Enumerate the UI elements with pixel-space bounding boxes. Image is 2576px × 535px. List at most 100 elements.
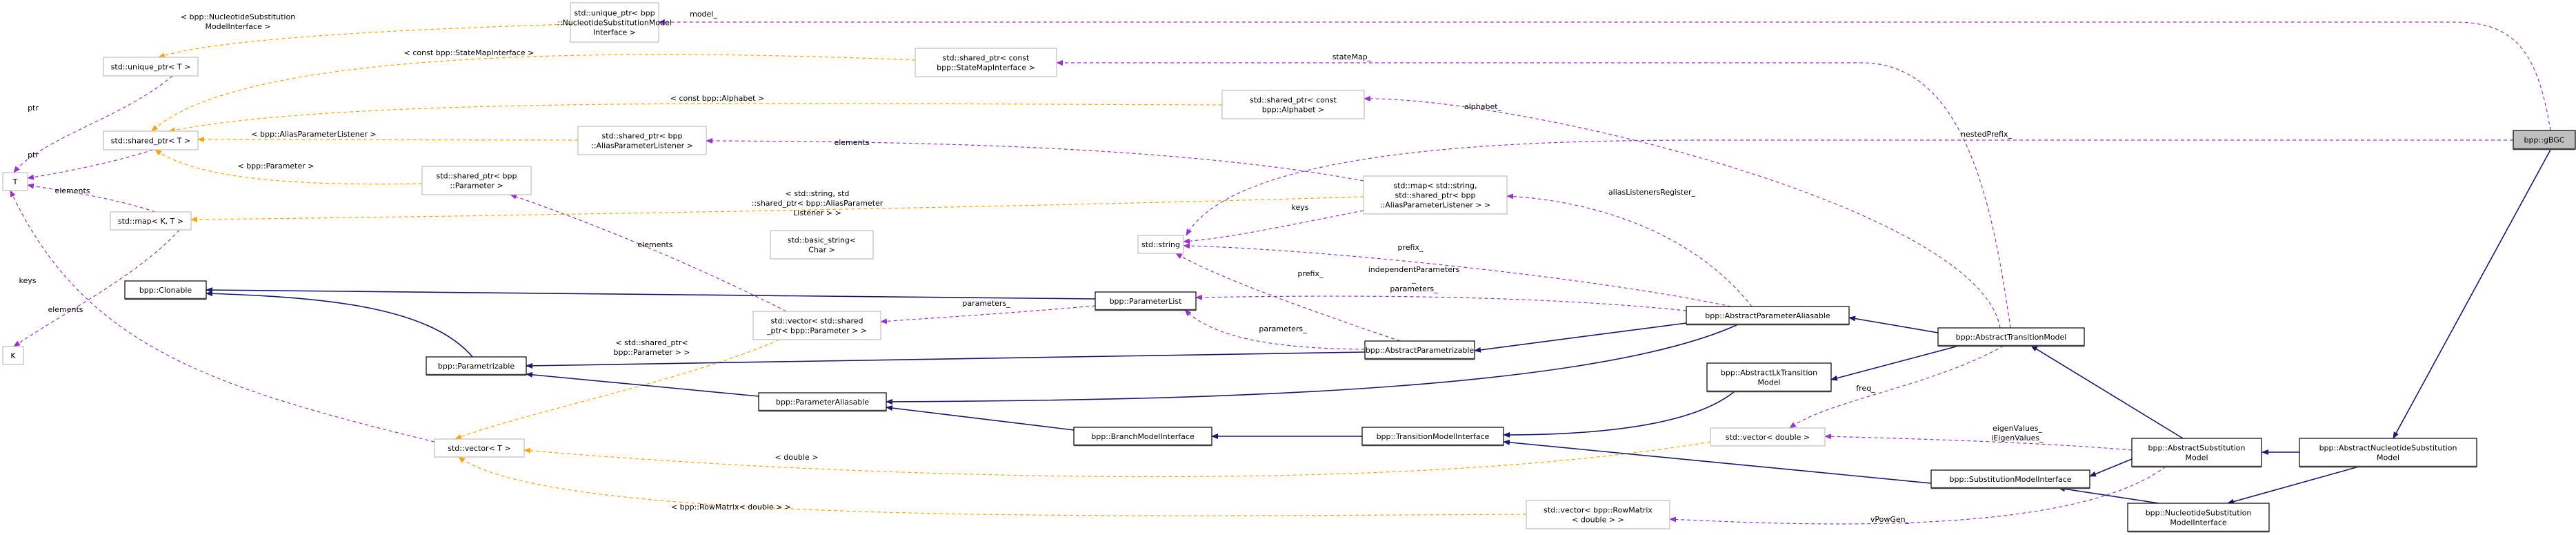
node-label-line: _ptr< bpp::Parameter > > — [766, 327, 867, 335]
class-node-vector-sp-param[interactable]: std::vector< std::shared _ptr< bpp::Param… — [752, 311, 881, 340]
node-label: K — [10, 351, 16, 360]
class-node-unique-ptr-nsm[interactable]: std::unique_ptr< bpp::NucleotideSubstitu… — [557, 2, 672, 43]
usage-edge — [510, 194, 787, 312]
class-node-abstractnucleotidesubstitutionmodel[interactable]: bpp::AbstractNucleotideSubstitution Model — [2299, 438, 2477, 468]
node-box — [1937, 327, 2085, 347]
node-label-line: ::Parameter > — [450, 182, 503, 191]
class-node-unique-ptr-t[interactable]: std::unique_ptr< T > — [103, 57, 199, 77]
class-node-shared-ptr-param[interactable]: std::shared_ptr< bpp::Parameter > — [421, 166, 532, 195]
usage-edge — [27, 183, 156, 213]
node-box — [577, 126, 707, 155]
class-node-shared-ptr-apl[interactable]: std::shared_ptr< bpp::AliasParameterList… — [577, 126, 707, 155]
class-node-basic-string[interactable]: std::basic_string< Char > — [770, 230, 874, 260]
class-node-shared-ptr-t[interactable]: std::shared_ptr< T > — [103, 130, 199, 150]
usage-edge — [1175, 253, 1401, 342]
node-label: std::vector< double > — [1726, 433, 1810, 442]
node-label-line: T — [12, 177, 18, 186]
node-label: std::shared_ptr< bpp::AliasParameterList… — [591, 132, 693, 150]
node-label-line: bpp::Alphabet > — [1262, 106, 1324, 115]
edge-label-line: model_ — [690, 10, 717, 19]
class-node-k[interactable]: K — [2, 346, 24, 365]
usage-edge — [1364, 95, 2001, 329]
class-node-map-string-apl[interactable]: std::map< std::string, std::shared_ptr< b… — [1363, 175, 1508, 215]
node-label-line: bpp::TransitionModelInterface — [1377, 432, 1490, 441]
class-node-abstractlktransitionmodel[interactable]: bpp::AbstractLkTransition Model — [1706, 362, 1832, 393]
class-node-gbgc[interactable]: bpp::gBGC — [2513, 130, 2576, 150]
inheritance-edge — [526, 351, 1366, 369]
class-node-abstractsubstitutionmodel[interactable]: bpp::AbstractSubstitution Model — [2131, 438, 2262, 468]
edge-label-line: aliasListenersRegister_ — [1608, 188, 1696, 197]
class-node-shared-ptr-alphabet[interactable]: std::shared_ptr< const bpp::Alphabet > — [1221, 90, 1365, 119]
inheritance-edge — [1848, 315, 1939, 333]
node-box — [2131, 438, 2262, 467]
class-node-parameterlist[interactable]: bpp::ParameterList — [1095, 291, 1197, 311]
edge-label: elements — [834, 138, 869, 147]
class-node-vector-double[interactable]: std::vector< double > — [1710, 427, 1826, 447]
node-label-line: bpp::StateMapInterface > — [937, 64, 1035, 72]
edge-label-line: ptr — [28, 104, 39, 113]
class-node-nucleotidesubstitutionmodelinterface[interactable]: bpp::NucleotideSubstitution ModelInterfac… — [2127, 503, 2270, 533]
class-node-abstracttransitionmodel[interactable]: bpp::AbstractTransitionModel — [1937, 327, 2085, 347]
class-node-t[interactable]: T — [2, 172, 28, 191]
node-box — [1710, 427, 1826, 447]
node-label-line: bpp::Parametrizable — [438, 362, 515, 371]
edge-label-line: < double > — [775, 453, 819, 462]
node-label-line: ::AliasParameterListener > > — [1380, 201, 1490, 210]
class-node-shared-ptr-statemap[interactable]: std::shared_ptr< const bpp::StateMapInter… — [915, 48, 1057, 77]
node-label: bpp::gBGC — [2524, 136, 2565, 145]
inheritance-edge — [1474, 322, 1687, 353]
node-label-line: bpp::AbstractLkTransition — [1721, 369, 1817, 378]
usage-edge — [1186, 139, 2513, 236]
node-label-line: std::vector< bpp::RowMatrix — [1544, 506, 1653, 515]
class-node-clonable[interactable]: bpp::Clonable — [124, 280, 207, 300]
node-box — [1526, 500, 1670, 529]
class-node-map-kt[interactable]: std::map< K, T > — [110, 211, 192, 231]
class-node-vector-rowmatrix[interactable]: std::vector< bpp::RowMatrix < double > > — [1526, 500, 1670, 529]
edge-label-line: vPowGen_ — [1870, 515, 1910, 524]
node-label: std::string — [1141, 240, 1180, 249]
usage-edge — [13, 229, 180, 347]
node-box — [915, 48, 1057, 77]
node-label: std::map< std::string, std::shared_ptr< b… — [1380, 182, 1490, 210]
edge-label-line: freq_ — [1856, 384, 1875, 393]
node-label-line: std::basic_string< — [788, 236, 856, 245]
node-label-line: bpp::gBGC — [2524, 136, 2565, 145]
edge-label-line: < bpp::AliasParameterListener > — [251, 130, 376, 139]
class-node-vector-t[interactable]: std::vector< T > — [434, 438, 525, 458]
node-label-line: std::map< std::string, — [1393, 182, 1477, 191]
class-node-parametrizable[interactable]: bpp::Parametrizable — [426, 356, 527, 376]
edge-label-line: _ — [1411, 275, 1416, 284]
node-label: std::vector< std::shared _ptr< bpp::Param… — [766, 317, 867, 335]
edge-label-line: keys — [1292, 203, 1309, 212]
node-label: bpp::AbstractTransitionModel — [1956, 333, 2067, 342]
class-node-string[interactable]: std::string — [1137, 235, 1184, 254]
class-node-branchmodelinterface[interactable]: bpp::BranchModelInterface — [1073, 427, 1212, 447]
node-label-line: bpp::AbstractNucleotideSubstitution — [2319, 444, 2457, 453]
class-node-abstractparameteraliasable[interactable]: bpp::AbstractParameterAliasable — [1686, 306, 1850, 326]
class-node-transitionmodelinterface[interactable]: bpp::TransitionModelInterface — [1361, 427, 1504, 447]
node-label: std::vector< bpp::RowMatrix < double > > — [1544, 506, 1653, 525]
node-label: bpp::AbstractNucleotideSubstitution Model — [2319, 444, 2457, 463]
edge-label-line: iEigenValues_ — [1991, 434, 2044, 442]
usage-edge — [1183, 210, 1364, 244]
edge-label: prefix_ — [1398, 243, 1424, 252]
class-node-parameteraliasable[interactable]: bpp::ParameterAliasable — [758, 392, 887, 412]
class-node-abstractparametrizable[interactable]: bpp::AbstractParametrizable — [1364, 340, 1475, 360]
node-label-line: std::shared_ptr< bpp — [1395, 191, 1476, 200]
class-node-substitutionmodelinterface[interactable]: bpp::SubstitutionModelInterface — [1930, 469, 2090, 489]
node-box — [1073, 427, 1212, 446]
edge-label: parameters_ — [962, 299, 1010, 308]
edge-label-line: nestedPrefix_ — [1961, 130, 2012, 139]
edge-label: eigenValues_ iEigenValues_ — [1991, 424, 2044, 442]
node-box — [752, 311, 881, 340]
node-label-line: bpp::AbstractTransitionModel — [1956, 333, 2067, 342]
node-label-line: std::vector< double > — [1726, 433, 1810, 442]
node-label-line: bpp::ParameterAliasable — [776, 398, 869, 407]
edge-label: independentParameters _ parameters_ — [1368, 265, 1460, 293]
edge-label-line: prefix_ — [1398, 243, 1424, 252]
node-box — [103, 130, 199, 150]
edge-label-line: bpp::Parameter > > — [613, 348, 690, 357]
template-instance-edge — [168, 103, 1223, 133]
inheritance-edge — [886, 405, 1075, 431]
edge-label: elements — [54, 186, 90, 195]
